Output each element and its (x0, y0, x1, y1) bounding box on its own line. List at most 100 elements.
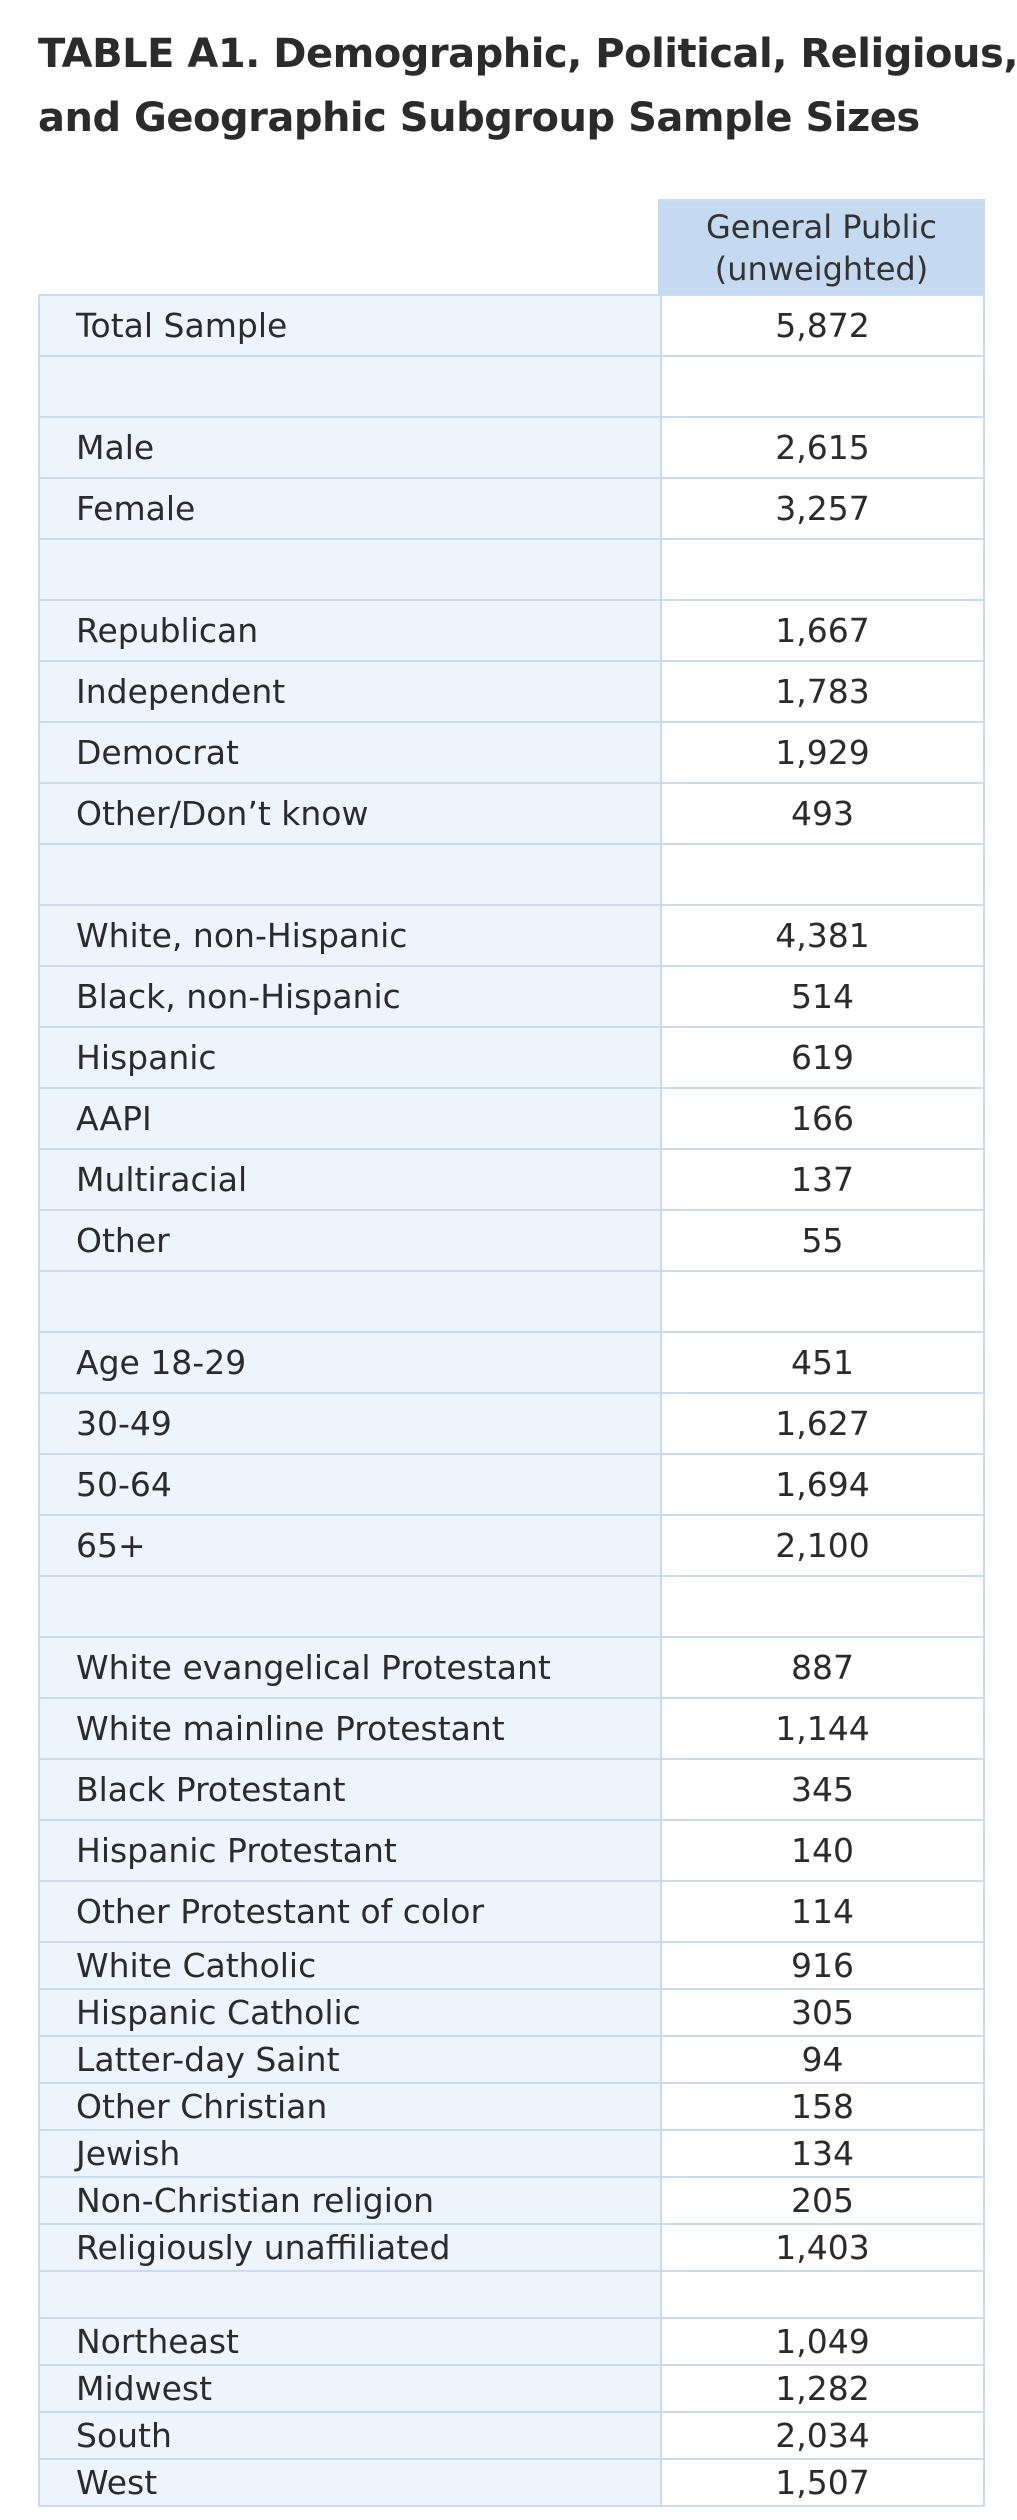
row-label: Latter-day Saint (76, 2040, 340, 2079)
row-label: Other Protestant of color (76, 1892, 485, 1931)
row-value: 1,507 (660, 2460, 983, 2505)
row-value: 1,144 (660, 1699, 983, 1758)
row-label: 50-64 (76, 1465, 172, 1504)
table-row: West 1,507 (40, 2460, 983, 2507)
row-value: 2,100 (660, 1516, 983, 1575)
table-spacer-row (40, 357, 983, 418)
row-value (660, 540, 983, 599)
row-label: AAPI (76, 1099, 152, 1138)
row-value: 1,783 (660, 662, 983, 721)
row-label: Age 18-29 (76, 1343, 247, 1382)
sample-size-table: Total Sample 5,872 Male 2,615 Female 3,257 Rep… (38, 294, 985, 2507)
row-value: 1,694 (660, 1455, 983, 1514)
row-value: 345 (660, 1760, 983, 1819)
table-row: Total Sample 5,872 (40, 296, 983, 357)
row-label: Total Sample (76, 306, 288, 345)
row-value: 1,667 (660, 601, 983, 660)
row-label: Jewish (76, 2134, 181, 2173)
table-row: Multiracial 137 (40, 1150, 983, 1211)
column-header-line-2: (unweighted) (714, 250, 929, 288)
table-row: White Catholic 916 (40, 1943, 983, 1990)
row-label: West (76, 2463, 158, 2502)
row-label (40, 2272, 660, 2317)
table-row: Hispanic 619 (40, 1028, 983, 1089)
row-value: 166 (660, 1089, 983, 1148)
row-label: Other (76, 1221, 170, 1260)
row-label (40, 357, 660, 416)
row-label: Independent (76, 672, 286, 711)
table-row: Democrat 1,929 (40, 723, 983, 784)
row-value: 114 (660, 1882, 983, 1941)
table-row: Other Protestant of color 114 (40, 1882, 983, 1943)
table-row: White mainline Protestant 1,144 (40, 1699, 983, 1760)
row-label: Other Christian (76, 2087, 328, 2126)
table-row: 65+ 2,100 (40, 1516, 983, 1577)
row-label: Midwest (76, 2369, 213, 2408)
row-value: 887 (660, 1638, 983, 1697)
table-row: Other Christian 158 (40, 2084, 983, 2131)
table-row: Northeast 1,049 (40, 2319, 983, 2366)
row-value: 1,929 (660, 723, 983, 782)
table-row: Hispanic Protestant 140 (40, 1821, 983, 1882)
table-spacer-row (40, 1272, 983, 1333)
table-row: White evangelical Protestant 887 (40, 1638, 983, 1699)
row-label: White evangelical Protestant (76, 1648, 551, 1687)
row-value: 5,872 (660, 296, 983, 355)
row-label: Northeast (76, 2322, 239, 2361)
row-value: 205 (660, 2178, 983, 2223)
row-label: White mainline Protestant (76, 1709, 505, 1748)
row-value (660, 357, 983, 416)
row-label (40, 540, 660, 599)
row-label: White, non-Hispanic (76, 916, 408, 955)
row-value: 1,282 (660, 2366, 983, 2411)
row-label: Other/Don’t know (76, 794, 369, 833)
row-label: Republican (76, 611, 259, 650)
row-value: 4,381 (660, 906, 983, 965)
row-value: 134 (660, 2131, 983, 2176)
row-value: 1,627 (660, 1394, 983, 1453)
row-value (660, 845, 983, 904)
table-row: 50-64 1,694 (40, 1455, 983, 1516)
row-value: 158 (660, 2084, 983, 2129)
column-header-line-1: General Public (706, 208, 937, 246)
row-value: 619 (660, 1028, 983, 1087)
table-row: Religiously unaffiliated 1,403 (40, 2225, 983, 2272)
row-label: Hispanic Catholic (76, 1993, 361, 2032)
table-row: 30-49 1,627 (40, 1394, 983, 1455)
row-label: South (76, 2416, 172, 2455)
table-title-line-2: and Geographic Subgroup Sample Sizes (38, 95, 920, 141)
table-row: Latter-day Saint 94 (40, 2037, 983, 2084)
row-value: 2,034 (660, 2413, 983, 2458)
row-label: White Catholic (76, 1946, 317, 1985)
table-row: Age 18-29 451 (40, 1333, 983, 1394)
row-label: Multiracial (76, 1160, 248, 1199)
row-value: 1,403 (660, 2225, 983, 2270)
table-row: AAPI 166 (40, 1089, 983, 1150)
row-value: 137 (660, 1150, 983, 1209)
row-label: Hispanic Protestant (76, 1831, 397, 1870)
row-value: 3,257 (660, 479, 983, 538)
table-row: Black, non-Hispanic 514 (40, 967, 983, 1028)
table-spacer-row (40, 540, 983, 601)
row-label: Hispanic (76, 1038, 217, 1077)
row-value (660, 2272, 983, 2317)
row-label: Female (76, 489, 196, 528)
table-row: Hispanic Catholic 305 (40, 1990, 983, 2037)
row-value (660, 1577, 983, 1636)
table-title: TABLE A1. Demographic, Political, Religi… (38, 22, 1017, 150)
row-value: 514 (660, 967, 983, 1026)
row-label: Black, non-Hispanic (76, 977, 401, 1016)
row-value: 55 (660, 1211, 983, 1270)
table-row: Other/Don’t know 493 (40, 784, 983, 845)
table-row: Independent 1,783 (40, 662, 983, 723)
row-label: Male (76, 428, 155, 467)
table-row: Female 3,257 (40, 479, 983, 540)
table-row: White, non-Hispanic 4,381 (40, 906, 983, 967)
table-row: Republican 1,667 (40, 601, 983, 662)
row-label (40, 1577, 660, 1636)
column-header-general-public: General Public (unweighted) (658, 199, 985, 295)
table-row: Non-Christian religion 205 (40, 2178, 983, 2225)
table-row: Jewish 134 (40, 2131, 983, 2178)
row-label: Black Protestant (76, 1770, 346, 1809)
table-row: Male 2,615 (40, 418, 983, 479)
